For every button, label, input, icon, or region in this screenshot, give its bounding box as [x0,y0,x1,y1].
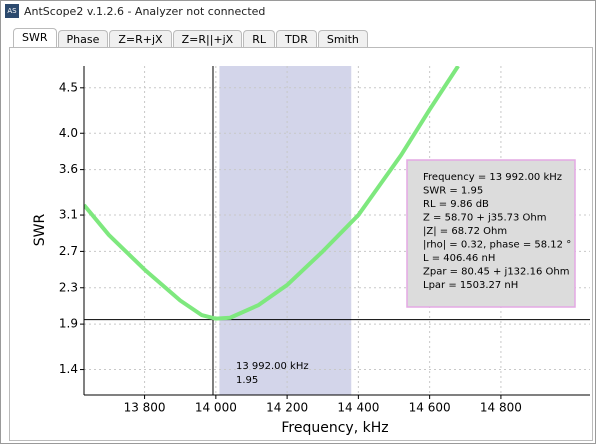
x-tick-label: 14 000 [195,401,237,415]
y-tick-label: 2.3 [59,280,78,294]
info-line: SWR = 1.95 [423,186,483,197]
info-line: L = 406.46 nH [423,253,495,264]
x-tick-label: 14 400 [337,401,379,415]
y-axis-label: SWR [32,214,48,247]
y-tick-label: 4.5 [59,80,78,94]
x-tick-label: 14 600 [409,401,451,415]
tab[interactable]: Phase [57,30,109,48]
highlight-band [219,66,352,395]
x-tick-label: 13 800 [124,401,166,415]
x-axis-label: Frequency, kHz [281,420,388,436]
swr-curve [84,66,460,321]
y-tick-label: 1.9 [59,317,78,331]
title-bar: AS AntScope2 v.1.2.6 - Analyzer not conn… [1,1,595,21]
cursor-label: 1.95 [236,375,258,386]
tab[interactable]: Smith [317,30,368,48]
window-title: AntScope2 v.1.2.6 - Analyzer not connect… [24,4,266,18]
x-tick-label: 14 800 [480,401,522,415]
y-tick-label: 3.6 [59,162,78,176]
info-line: Frequency = 13 992.00 kHz [423,172,562,183]
info-line: Z = 58.70 + j35.73 Ohm [423,213,547,224]
info-line: RL = 9.86 dB [423,199,489,210]
tab[interactable]: TDR [276,30,317,48]
y-tick-label: 2.7 [59,244,78,258]
y-tick-label: 4.0 [59,126,78,140]
x-tick-label: 14 200 [266,401,308,415]
app-icon: AS [5,4,19,18]
info-box [406,159,576,308]
info-line: Lpar = 1503.27 nH [423,280,518,291]
tab-bar: SWR Phase Z=R+jX Z=R||+jX RL TDR Smith [13,28,369,48]
tab[interactable]: RL [243,30,275,48]
y-tick-label: 3.1 [59,208,78,222]
y-tick-label: 1.4 [59,362,78,376]
tab[interactable]: SWR [13,28,57,48]
info-line: |rho| = 0.32, phase = 58.12 ° [423,240,571,251]
info-line: Zpar = 80.45 + j132.16 Ohm [423,267,569,278]
tab[interactable]: Z=R+jX [109,30,172,48]
info-line: |Z| = 68.72 Ohm [423,226,507,237]
tab[interactable]: Z=R||+jX [172,30,243,48]
cursor-label: 13 992.00 kHz [236,361,309,372]
